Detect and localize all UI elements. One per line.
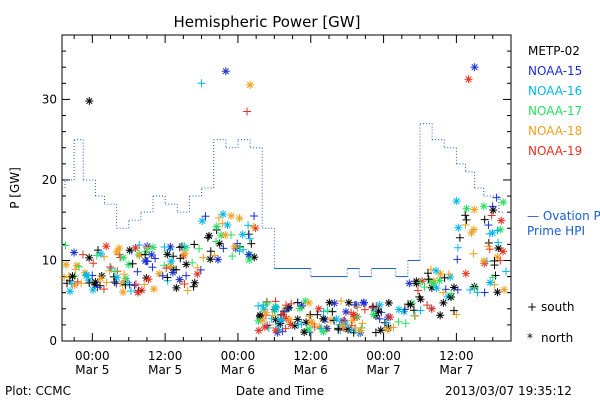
y-tick-label: 20 bbox=[42, 173, 57, 187]
y-axis-label: P [GW] bbox=[8, 167, 22, 209]
x-tick-time-label: 12:00 bbox=[148, 349, 183, 363]
y-tick-label: 30 bbox=[42, 92, 57, 106]
ovation-legend-label: — Ovation Prime HPI bbox=[527, 209, 600, 223]
x-axis-label: Date and Time bbox=[236, 384, 324, 398]
x-tick-date-label: Mar 6 bbox=[294, 363, 328, 377]
legend: METP-02 NOAA-15 NOAA-16 NOAA-17 NOAA-18 NOAA-… bbox=[528, 44, 582, 158]
x-tick-time-label: 00:00 bbox=[221, 349, 256, 363]
north-label: north bbox=[541, 331, 573, 345]
x-tick-time-label: 00:00 bbox=[75, 349, 110, 363]
legend-entry: NOAA-19 bbox=[528, 144, 582, 158]
x-tick-time-label: 00:00 bbox=[366, 349, 401, 363]
ovation-legend-sub: Prime HPI bbox=[527, 224, 585, 238]
chart-title: Hemispheric Power [GW] bbox=[174, 13, 361, 31]
ovation-series bbox=[62, 123, 505, 278]
x-tick-time-label: 12:00 bbox=[293, 349, 328, 363]
legend-entry: NOAA-17 bbox=[528, 104, 582, 118]
x-tick-date-label: Mar 7 bbox=[439, 363, 473, 377]
legend-entry: NOAA-15 bbox=[528, 64, 582, 78]
legend-entry: NOAA-18 bbox=[528, 124, 582, 138]
south-symbol: + bbox=[527, 300, 537, 314]
x-tick-date-label: Mar 6 bbox=[221, 363, 255, 377]
data-points bbox=[60, 63, 511, 337]
south-label: south bbox=[541, 300, 575, 314]
x-tick-date-label: Mar 5 bbox=[148, 363, 182, 377]
footer-left: Plot: CCMC bbox=[5, 384, 71, 398]
legend-entry: NOAA-16 bbox=[528, 84, 582, 98]
y-axis: 0 10 20 30 bbox=[42, 50, 511, 348]
y-tick-label: 10 bbox=[42, 253, 57, 267]
x-tick-time-label: 12:00 bbox=[439, 349, 474, 363]
y-tick-label: 0 bbox=[49, 334, 57, 348]
legend-entry: METP-02 bbox=[528, 44, 580, 58]
north-symbol: * bbox=[527, 331, 533, 345]
x-tick-date-label: Mar 7 bbox=[367, 363, 401, 377]
x-tick-date-label: Mar 5 bbox=[75, 363, 109, 377]
footer-right: 2013/03/07 19:35:12 bbox=[445, 384, 572, 398]
